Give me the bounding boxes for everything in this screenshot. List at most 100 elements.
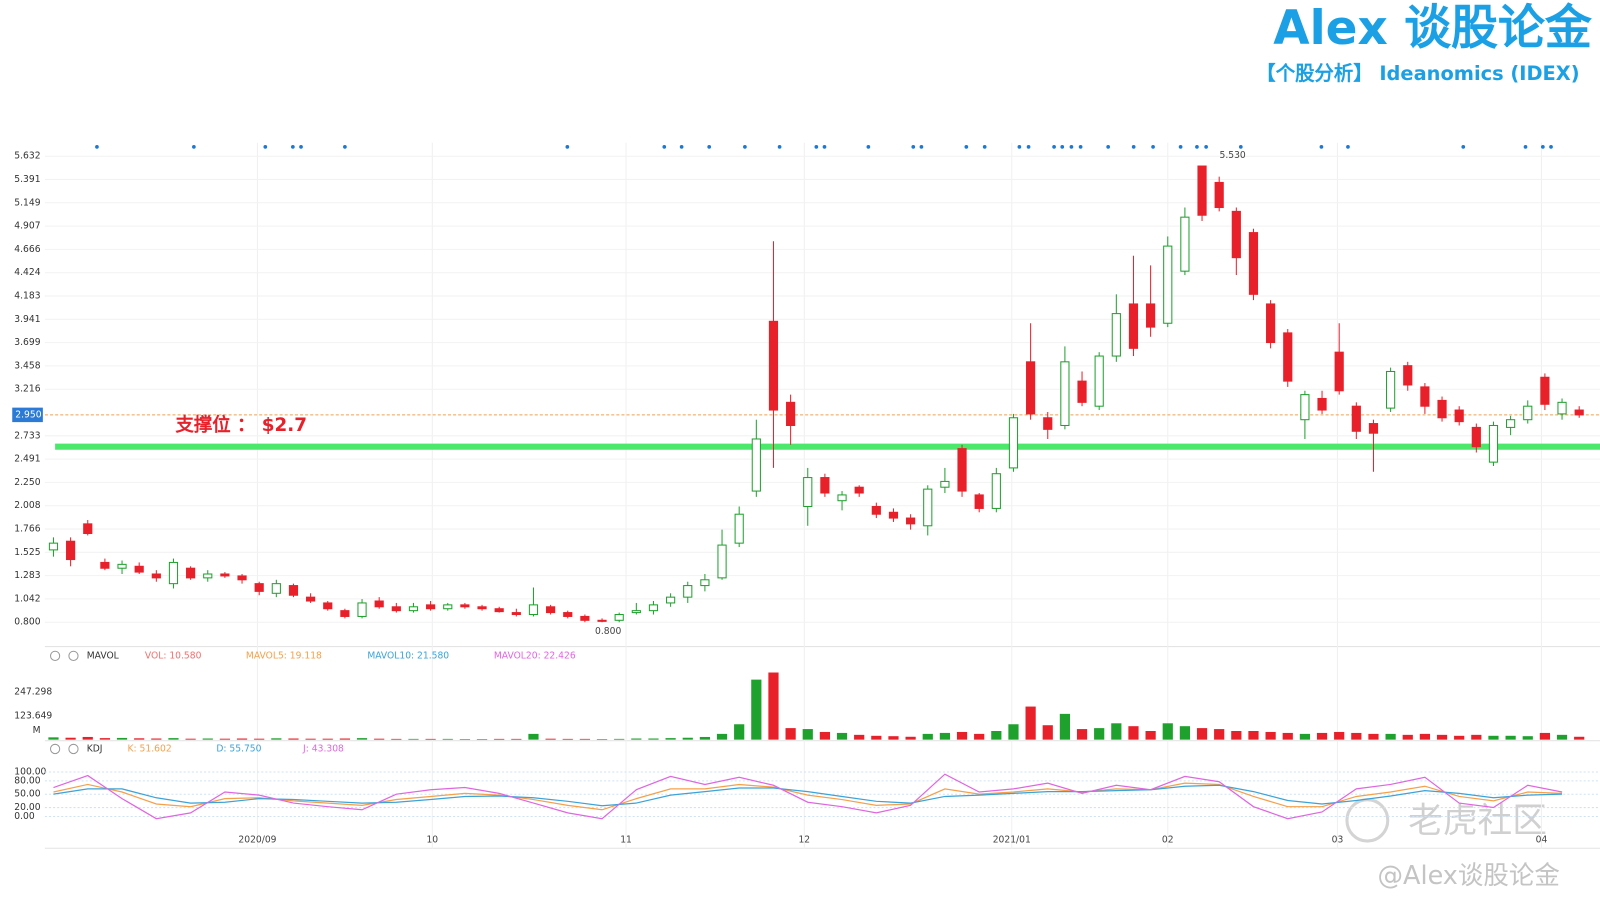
- candle-body: [1094, 355, 1104, 407]
- y-tick-label: 3.216: [14, 384, 40, 395]
- candle-body: [1454, 409, 1464, 423]
- candle-body: [648, 604, 659, 612]
- event-dot: [1131, 145, 1136, 149]
- candle-body: [1248, 232, 1259, 295]
- volume-bar: [288, 738, 299, 740]
- y-tick-label: 1.766: [14, 524, 40, 535]
- candle-body: [1420, 386, 1430, 407]
- candle-body: [597, 619, 607, 622]
- x-tick-label: 10: [426, 834, 438, 845]
- candle-body: [83, 523, 93, 535]
- candle-body: [940, 480, 950, 488]
- candle-body: [1111, 313, 1121, 357]
- candle-body: [1008, 417, 1019, 469]
- y-tick-label: 4.666: [14, 244, 40, 255]
- kdj-line: [53, 773, 1563, 820]
- candle-body: [203, 573, 213, 579]
- volume-bar: [48, 737, 59, 740]
- volume-bar: [1402, 734, 1413, 740]
- kdj-line: [53, 784, 1563, 807]
- unit-label: M: [33, 725, 41, 736]
- candle-body: [340, 610, 350, 617]
- low-label: 0.800: [595, 626, 621, 637]
- y-tick-label: 0.00: [14, 811, 35, 822]
- event-dot: [1319, 145, 1324, 149]
- event-dot: [982, 145, 987, 149]
- indicator-name: KDJ: [87, 743, 103, 754]
- candle-body: [563, 612, 573, 617]
- volume-bar: [1574, 736, 1585, 740]
- candle-body: [1180, 216, 1190, 272]
- candle-body: [186, 567, 196, 579]
- x-tick-label: 03: [1332, 834, 1344, 845]
- x-tick-label: 04: [1536, 834, 1548, 845]
- candle-body: [1231, 210, 1241, 259]
- candle-body: [546, 606, 556, 614]
- indicator-name: MAVOL: [87, 650, 120, 661]
- volume-bar: [1316, 732, 1328, 740]
- candle-body: [443, 604, 453, 610]
- candle-body: [460, 604, 470, 608]
- volume-bar: [1128, 726, 1139, 740]
- event-dot: [1052, 145, 1056, 149]
- volume-bar: [1351, 732, 1362, 740]
- legend-entry: MAVOL5: 19.118: [246, 650, 322, 661]
- event-dot: [1238, 145, 1243, 149]
- y-tick-label: 4.424: [14, 267, 40, 278]
- y-tick-label: 3.699: [14, 337, 40, 348]
- volume-bar: [614, 738, 625, 740]
- y-tick-label: 2.008: [14, 500, 40, 511]
- event-dot: [95, 145, 99, 149]
- close-icon[interactable]: [68, 650, 79, 662]
- volume-bar: [339, 738, 350, 740]
- volume-bar: [322, 738, 333, 740]
- event-dot: [565, 145, 570, 149]
- candle-body: [391, 606, 401, 612]
- event-dot: [679, 145, 684, 149]
- candle-body: [271, 583, 281, 594]
- candle-body: [426, 604, 436, 610]
- event-dot: [1523, 145, 1528, 149]
- legend-entry: K: 51.602: [128, 743, 172, 754]
- candle-body: [288, 585, 299, 596]
- candle-body: [957, 448, 967, 492]
- event-dot: [291, 145, 295, 149]
- volume-bar: [494, 738, 505, 740]
- y-tick-label: 247.298: [14, 687, 52, 698]
- close-icon[interactable]: [68, 743, 79, 755]
- volume-bar: [905, 736, 916, 740]
- y-tick-label: 0.800: [14, 617, 40, 628]
- candle-body: [1403, 365, 1413, 386]
- volume-bar: [871, 735, 882, 740]
- event-dot: [192, 145, 196, 149]
- candle-body: [1386, 370, 1396, 409]
- candle-body: [1163, 245, 1173, 324]
- settings-icon[interactable]: [50, 743, 61, 755]
- candle-body: [1574, 409, 1584, 416]
- candle-body: [1368, 423, 1379, 434]
- candle-body: [1146, 303, 1156, 328]
- candle-body: [477, 606, 487, 610]
- candle-body: [511, 612, 521, 616]
- high-label: 5.530: [1220, 150, 1246, 161]
- candle-body: [1351, 405, 1361, 432]
- candle-body: [614, 613, 624, 621]
- event-dot: [1069, 145, 1074, 149]
- volume-bar: [528, 733, 539, 740]
- volume-bar: [596, 739, 608, 740]
- x-tick-label: 11: [620, 834, 632, 845]
- candle-body: [786, 401, 796, 426]
- volume-bar: [751, 679, 762, 740]
- volume-bar: [1471, 734, 1482, 740]
- settings-icon[interactable]: [50, 650, 61, 662]
- candle-body: [631, 610, 641, 614]
- candle-body: [803, 477, 813, 508]
- volume-bar: [956, 731, 968, 740]
- candle-body: [1437, 399, 1447, 419]
- event-dot: [1151, 145, 1155, 149]
- candle-body: [494, 608, 504, 613]
- event-dot: [1026, 145, 1031, 149]
- volume-bar: [459, 739, 470, 740]
- event-dot: [814, 145, 819, 149]
